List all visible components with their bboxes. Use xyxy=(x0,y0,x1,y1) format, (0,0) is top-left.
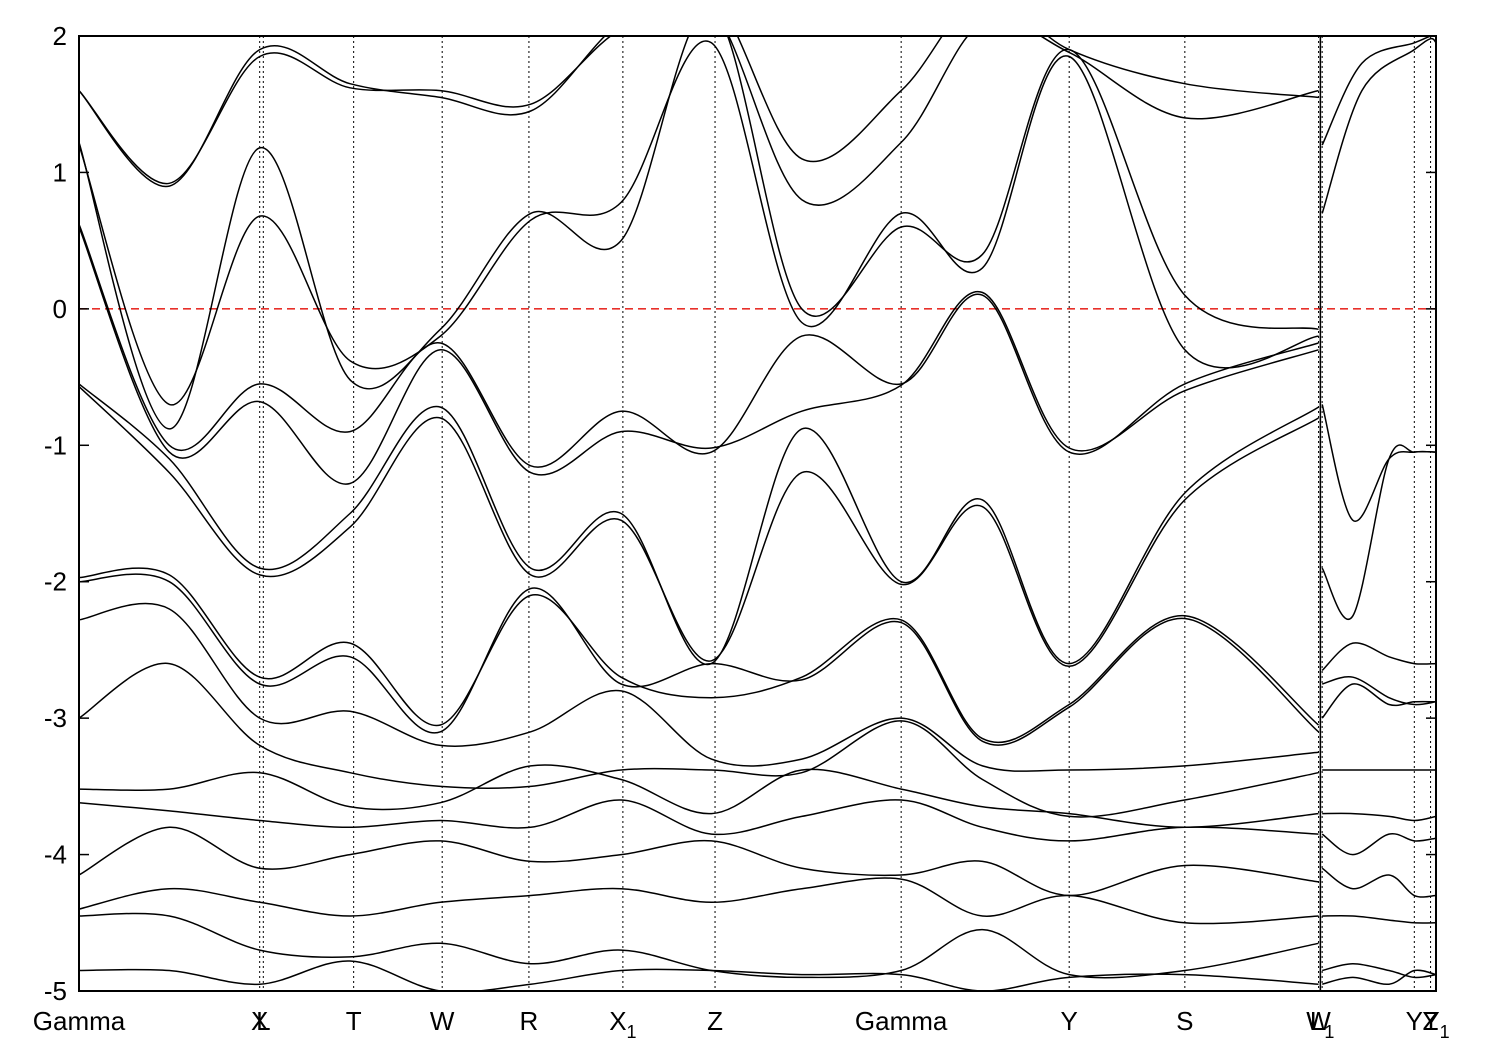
kpoint-label-1: X xyxy=(251,1006,268,1036)
y-tick-label-1: 1 xyxy=(53,157,67,187)
kpoint-label-6: X1 xyxy=(609,1006,636,1042)
y-tick-label-6: -4 xyxy=(44,840,67,870)
kpoint-label-9: Y xyxy=(1061,1006,1078,1036)
band-28 xyxy=(1321,867,1436,898)
plot-frame xyxy=(78,35,1437,992)
y-tick-label-5: -3 xyxy=(44,703,67,733)
band-31 xyxy=(1322,969,1436,985)
band-24 xyxy=(1321,683,1436,719)
band-lines xyxy=(79,36,1436,991)
y-tick-label-2: 0 xyxy=(53,294,67,324)
band-17 xyxy=(79,960,1319,991)
band-2 xyxy=(79,36,1319,430)
band-19 xyxy=(1321,37,1436,214)
kpoint-label-10: S xyxy=(1176,1006,1193,1036)
band-3 xyxy=(79,40,1319,406)
y-axis-ticks: 2 1 0 -1 -2 -3 -4 -5 xyxy=(44,21,1436,1006)
kpoint-label-15: Y1 xyxy=(1422,1006,1449,1042)
band-4 xyxy=(79,224,1319,468)
band-1 xyxy=(79,36,1319,206)
kpoint-label-2: L xyxy=(256,1006,270,1036)
band-26 xyxy=(1322,812,1436,822)
kpoint-divider-lines xyxy=(259,36,1432,991)
kpoint-label-12: L1 xyxy=(1310,1006,1334,1042)
band-16 xyxy=(79,912,1319,979)
kpoint-label-11: W xyxy=(1306,1006,1331,1036)
band-18 xyxy=(1321,36,1436,146)
band-11 xyxy=(79,662,1319,818)
kpoint-label-5: R xyxy=(520,1006,539,1036)
kpoint-label-0: Gamma xyxy=(33,1006,126,1036)
kpoint-label-7: Z xyxy=(707,1006,723,1036)
band-12 xyxy=(79,764,1319,829)
kpoint-label-13: Y xyxy=(1406,1006,1423,1036)
band-14 xyxy=(79,826,1319,897)
band-23 xyxy=(1321,676,1436,706)
kpoint-label-8: Gamma xyxy=(855,1006,948,1036)
y-tick-label-4: -2 xyxy=(44,567,67,597)
band-29 xyxy=(1322,914,1436,924)
band-7 xyxy=(79,386,1319,668)
band-21 xyxy=(1321,444,1436,620)
band-0 xyxy=(79,36,1319,187)
y-tick-label-3: -1 xyxy=(44,430,67,460)
kpoint-label-4: W xyxy=(430,1006,455,1036)
kpoint-label-14: Z xyxy=(1423,1006,1439,1036)
band-10 xyxy=(79,602,1319,772)
band-9 xyxy=(79,573,1319,746)
band-30 xyxy=(1322,962,1436,979)
band-22 xyxy=(1321,642,1436,671)
band-13 xyxy=(79,799,1319,842)
band-27 xyxy=(1321,832,1436,856)
band-15 xyxy=(79,877,1319,925)
x-axis-kpoint-labels: Gamma XL T W R X1 Z Gamma Y S WL1 Y ZY1 xyxy=(33,1006,1450,1042)
y-tick-label-0: 2 xyxy=(53,21,67,51)
band-8 xyxy=(79,567,1319,744)
kpoint-label-3: T xyxy=(346,1006,362,1036)
band-5 xyxy=(79,226,1319,485)
y-tick-label-7: -5 xyxy=(44,976,67,1006)
